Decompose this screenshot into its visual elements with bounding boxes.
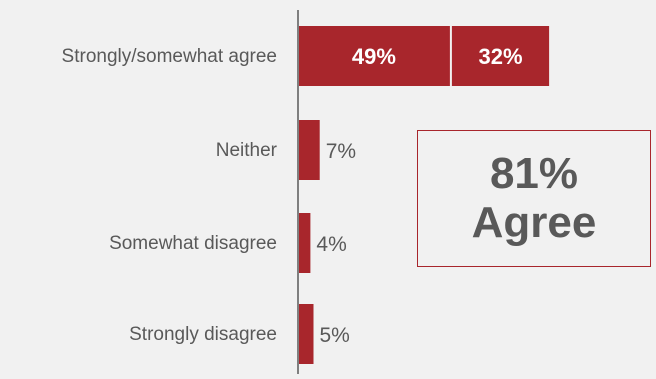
data-label-row1-series0: 7% (326, 140, 356, 163)
bar-row1-series0 (298, 120, 320, 180)
bar-row0-series1 (451, 26, 550, 86)
bar-row3-series0 (298, 304, 314, 364)
data-label-row3-series0: 5% (320, 324, 350, 347)
bar-row2-series0 (298, 213, 311, 273)
category-label-0: Strongly/somewhat agree (62, 46, 277, 67)
bar-row0-series0 (298, 26, 450, 86)
category-label-1: Neither (216, 140, 278, 161)
callout-label: Agree (471, 197, 597, 247)
data-label-row0-series0: 49% (352, 44, 396, 69)
category-label-2: Somewhat disagree (109, 233, 277, 254)
category-label-3: Strongly disagree (129, 324, 277, 345)
callout-value: 81% (489, 149, 579, 199)
data-label-row0-series1: 32% (478, 44, 522, 69)
data-label-row2-series0: 4% (316, 233, 346, 256)
agree-callout-box: 81% Agree (417, 130, 651, 267)
